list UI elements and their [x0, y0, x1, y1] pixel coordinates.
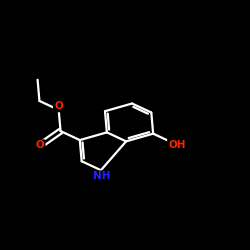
Text: O: O	[36, 140, 44, 150]
Text: O: O	[54, 101, 63, 111]
Text: NH: NH	[93, 172, 110, 181]
Text: OH: OH	[168, 140, 186, 150]
